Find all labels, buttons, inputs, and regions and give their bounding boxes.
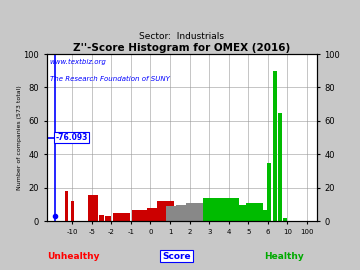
Bar (147, 208, 164, 221)
Bar (283, 218, 287, 221)
Bar (253, 210, 271, 221)
Bar (186, 203, 203, 221)
Bar (71, 201, 74, 221)
Bar (105, 216, 111, 221)
Bar (214, 203, 231, 221)
Bar (132, 210, 149, 221)
Bar (196, 208, 213, 221)
Bar (176, 205, 193, 221)
Bar (113, 213, 130, 221)
Text: Score: Score (162, 252, 191, 261)
Bar (234, 208, 251, 221)
Bar (267, 163, 271, 221)
Text: Unhealthy: Unhealthy (48, 252, 100, 261)
Bar (88, 195, 91, 221)
Bar (222, 198, 239, 221)
Bar (65, 191, 68, 221)
Bar (226, 206, 243, 221)
Bar (273, 71, 277, 221)
Bar (166, 206, 184, 221)
Bar (230, 205, 247, 221)
Bar (92, 195, 98, 221)
Title: Z''-Score Histogram for OMEX (2016): Z''-Score Histogram for OMEX (2016) (73, 43, 291, 53)
Bar (206, 198, 224, 221)
Bar (203, 198, 220, 221)
Bar (278, 113, 282, 221)
Text: Sector:  Industrials: Sector: Industrials (139, 32, 224, 40)
Bar (210, 198, 228, 221)
Text: Healthy: Healthy (265, 252, 304, 261)
Text: The Research Foundation of SUNY: The Research Foundation of SUNY (50, 76, 169, 82)
Bar (238, 208, 255, 221)
Bar (246, 203, 263, 221)
Text: -76.093: -76.093 (55, 133, 88, 142)
Text: www.textbiz.org: www.textbiz.org (50, 59, 106, 65)
Y-axis label: Number of companies (573 total): Number of companies (573 total) (17, 85, 22, 190)
Bar (99, 215, 104, 221)
Bar (157, 201, 174, 221)
Bar (242, 210, 259, 221)
